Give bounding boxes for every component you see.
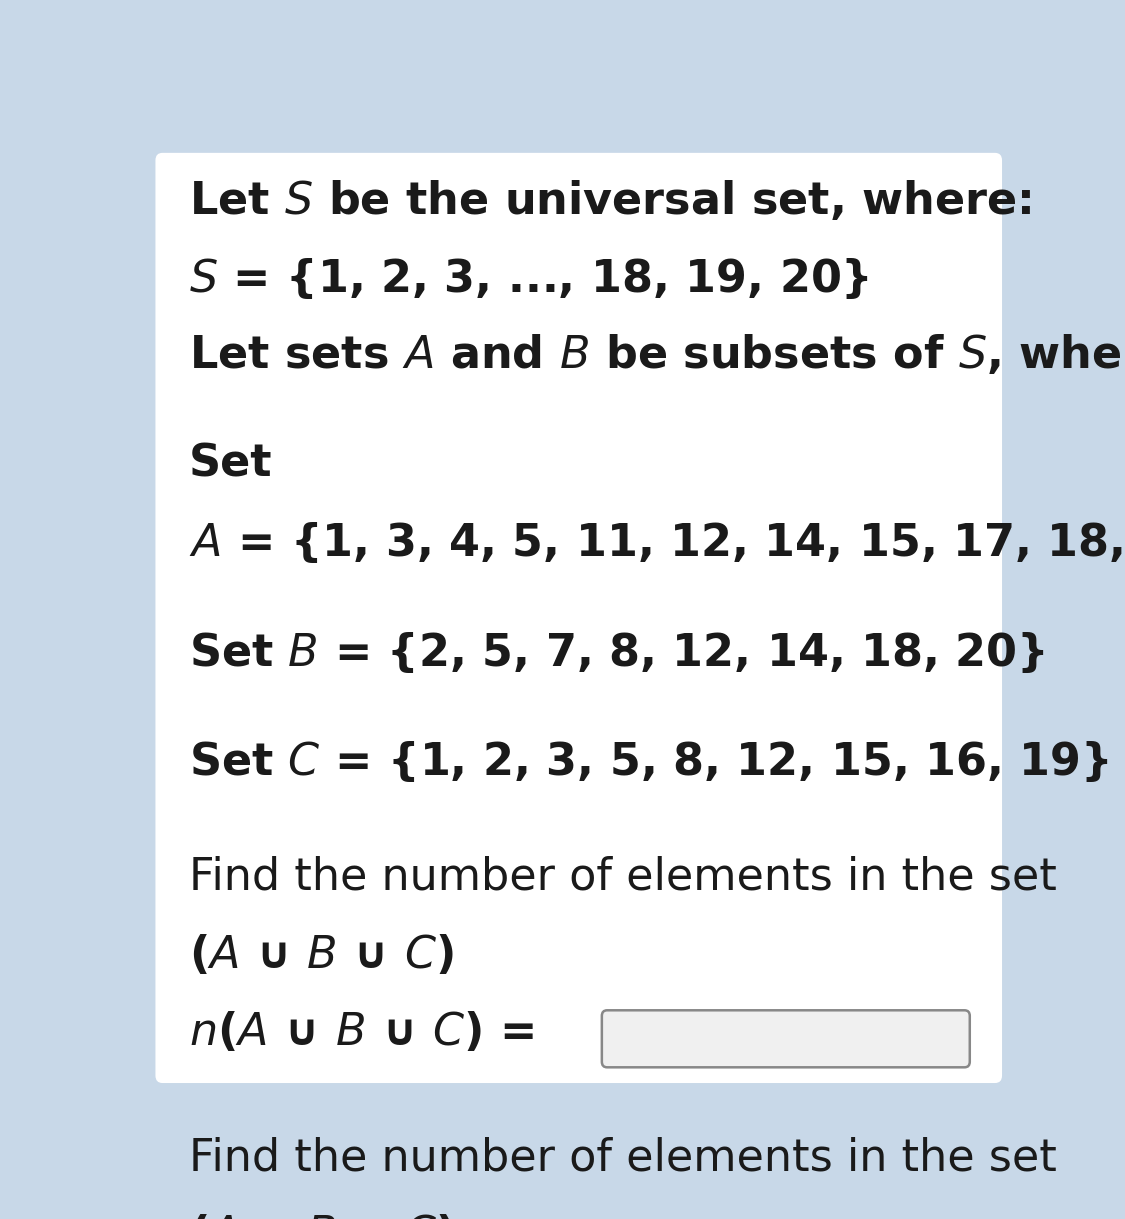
Text: Set $\mathit{B}$ = {2, 5, 7, 8, 12, 14, 18, 20}: Set $\mathit{B}$ = {2, 5, 7, 8, 12, 14, … [189,630,1044,674]
Text: $\mathit{n}$($\mathit{A}$ ∪ $\mathit{B}$ ∪ $\mathit{C}$) =: $\mathit{n}$($\mathit{A}$ ∪ $\mathit{B}$… [189,1009,534,1053]
Text: $\mathit{S}$ = {1, 2, 3, ..., 18, 19, 20}: $\mathit{S}$ = {1, 2, 3, ..., 18, 19, 20… [189,256,868,301]
FancyBboxPatch shape [602,1011,970,1068]
Text: Set: Set [189,442,272,486]
Text: Let $\mathit{S}$ be the universal set, where:: Let $\mathit{S}$ be the universal set, w… [189,179,1032,223]
Text: ($\mathit{A}$ ∩ $\mathit{B}$ ∩ $\mathit{C}$): ($\mathit{A}$ ∩ $\mathit{B}$ ∩ $\mathit{… [189,1213,453,1219]
Text: $\mathit{A}$ = {1, 3, 4, 5, 11, 12, 14, 15, 17, 18, 20}: $\mathit{A}$ = {1, 3, 4, 5, 11, 12, 14, … [189,519,1125,564]
Text: Find the number of elements in the set: Find the number of elements in the set [189,1136,1056,1179]
Text: ($\mathit{A}$ ∪ $\mathit{B}$ ∪ $\mathit{C}$): ($\mathit{A}$ ∪ $\mathit{B}$ ∪ $\mathit{… [189,933,453,976]
Text: Let sets $\mathit{A}$ and $\mathit{B}$ be subsets of $\mathit{S}$, where:: Let sets $\mathit{A}$ and $\mathit{B}$ b… [189,333,1125,377]
Text: Find the number of elements in the set: Find the number of elements in the set [189,856,1056,898]
Text: Set $\mathit{C}$ = {1, 2, 3, 5, 8, 12, 15, 16, 19}: Set $\mathit{C}$ = {1, 2, 3, 5, 8, 12, 1… [189,740,1108,785]
FancyBboxPatch shape [155,152,1002,1082]
